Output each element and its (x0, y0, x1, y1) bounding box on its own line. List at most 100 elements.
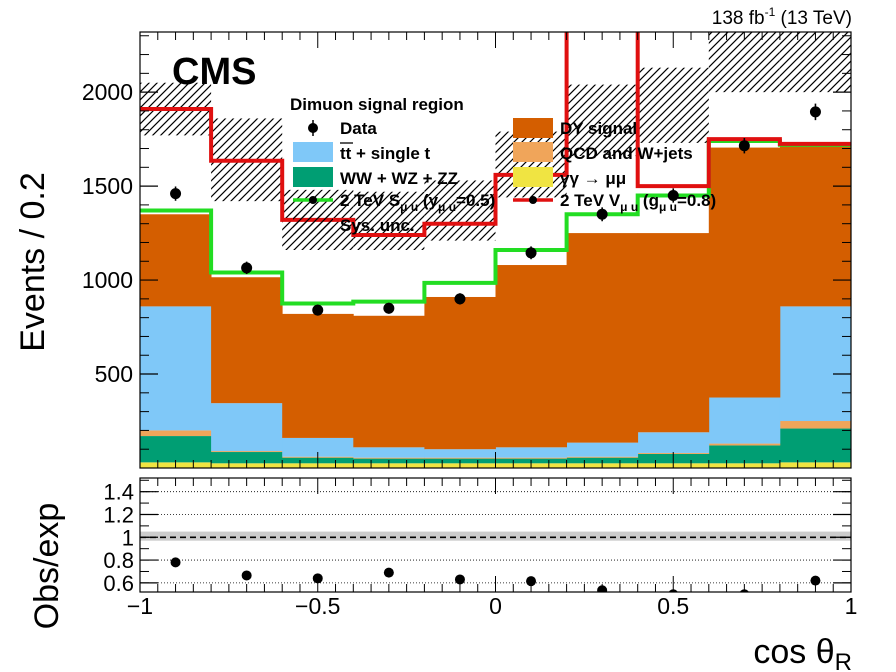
bar-diboson-0 (140, 436, 212, 463)
data-point-5 (525, 247, 537, 259)
bar-ttbar-7 (637, 432, 710, 453)
ratio-point-3 (383, 567, 394, 578)
main-y-axis-title: Events / 0.2 (14, 172, 52, 352)
ratio-gridlines (140, 491, 851, 584)
legend-item-data: Data (308, 119, 377, 138)
main-ytick-label-3: 2000 (82, 79, 133, 105)
bar-dy-7 (637, 233, 710, 433)
legend-item-vector: 2 TeV Vμ u (gμ u=0.8) (513, 191, 716, 214)
bar-ttbar-5 (495, 447, 567, 458)
legend-item-ttbar: tt + single t (293, 142, 431, 163)
sys-unc-bin-7 (637, 67, 709, 143)
ratio-band (140, 531, 851, 541)
ratio-point-0 (170, 557, 181, 568)
data-point-9 (809, 106, 821, 118)
bar-ttbar-3 (353, 447, 425, 458)
ratio-ytick-label-0: 0.6 (103, 571, 134, 596)
legend-label-gamgam: γγ → μμ (560, 169, 626, 188)
legend-label-vector: 2 TeV Vμ u (gμ u=0.8) (560, 191, 716, 214)
bar-ttbar-8 (708, 397, 781, 444)
xtick-label-2: 0 (489, 593, 502, 619)
vector-signal-line (140, 32, 851, 237)
bar-ttbar-4 (424, 449, 496, 458)
bar-dy-6 (566, 233, 639, 443)
legend-label-scalar: 2 TeV Sμ u (yμ u=0.5) (340, 191, 495, 214)
sys-unc-bin-9 (779, 32, 851, 93)
bar-dy-2 (282, 313, 354, 438)
legend-title: Dimuon signal region (290, 95, 464, 114)
ratio-y-axis-title: Obs/exp (28, 503, 66, 630)
sys-unc-bin-5 (495, 131, 567, 198)
ratio-point-4 (454, 574, 465, 585)
ratio-points (170, 557, 821, 592)
legend-label-qcd: QCD and W+jets (560, 144, 693, 163)
legend-item-diboson: WW + WZ + ZZ (293, 167, 458, 188)
legend-item-qcd: QCD and W+jets (513, 142, 693, 163)
xtick-label-1: −0.5 (295, 593, 340, 619)
legend-label-sysunc: Sys. unc. (340, 216, 415, 235)
bar-qcd-3 (353, 457, 425, 459)
data-point-1 (241, 262, 253, 274)
sys-unc-bin-6 (566, 84, 638, 157)
legend-item-scalar: 2 TeV Sμ u (yμ u=0.5) (293, 191, 495, 214)
bar-qcd-9 (779, 421, 851, 429)
bar-ttbar-9 (779, 306, 851, 422)
bar-dy-3 (353, 315, 425, 448)
sys-unc-bin-4 (424, 180, 496, 241)
bar-diboson-8 (708, 445, 781, 464)
luminosity-label: 138 fb-1 (13 TeV) (712, 5, 852, 29)
main-y-ticks: 500 1000 1500 2000 (82, 32, 852, 468)
legend-label-diboson: WW + WZ + ZZ (340, 169, 458, 188)
bar-dy-0 (140, 214, 212, 307)
ratio-panel: 0.60.811.21.4−1 −0.5 0 0.5 1 (103, 477, 857, 619)
ratio-ytick-label-1: 0.8 (103, 548, 134, 573)
main-ytick-label-2: 1500 (82, 173, 133, 199)
ratio-point-9 (810, 575, 821, 586)
bar-dy-5 (495, 265, 567, 448)
bar-dy-4 (424, 296, 496, 450)
ratio-ytick-label-2: 1 (122, 525, 134, 550)
x-axis-title: cos θR (753, 633, 852, 672)
legend-item-dy: DY signal (513, 118, 637, 138)
main-ytick-label-0: 500 (95, 361, 133, 387)
ratio-ytick-label-4: 1.4 (103, 480, 134, 505)
ratio-ticks: 0.60.811.21.4−1 −0.5 0 0.5 1 (103, 478, 857, 619)
legend-item-gamgam: γγ → μμ (513, 167, 626, 188)
cms-label: CMS (172, 51, 256, 93)
data-points (170, 103, 821, 316)
sys-unc-bin-3 (353, 191, 425, 250)
legend-label-dy: DY signal (560, 119, 637, 138)
signal-curves (140, 32, 851, 306)
ratio-ytick-label-3: 1.2 (103, 502, 134, 527)
bar-qcd-4 (424, 457, 496, 459)
ratio-point-1 (241, 570, 252, 581)
bar-qcd-1 (211, 451, 283, 453)
xtick-label-4: 1 (845, 593, 858, 619)
data-point-7 (667, 190, 679, 201)
ratio-point-5 (526, 576, 537, 587)
bar-qcd-6 (566, 456, 639, 458)
sys-unc-bin-8 (708, 32, 780, 93)
bar-dy-9 (779, 144, 851, 307)
data-point-2 (312, 304, 324, 316)
bar-ttbar-6 (566, 442, 639, 457)
xtick-label-3: 0.5 (657, 593, 689, 619)
bar-dy-1 (211, 277, 283, 404)
legend-label-ttbar: tt + single t (340, 144, 431, 163)
bar-qcd-8 (708, 443, 781, 446)
bar-qcd-0 (140, 430, 212, 437)
ratio-unc-band (140, 531, 851, 541)
main-ytick-label-1: 1000 (82, 267, 133, 293)
bar-diboson-9 (779, 428, 851, 463)
main-plot-panel: 500 1000 1500 2000 (82, 31, 852, 469)
bar-ttbar-0 (140, 306, 212, 431)
data-point-0 (170, 188, 182, 200)
data-point-6 (596, 208, 608, 220)
bar-qcd-5 (495, 457, 567, 459)
data-point-4 (454, 293, 466, 305)
bar-ttbar-2 (282, 437, 354, 457)
legend: Dimuon signal region Data tt + single t … (290, 95, 716, 235)
legend-item-sysunc: Sys. unc. (293, 214, 415, 235)
legend-label-data: Data (340, 119, 377, 138)
